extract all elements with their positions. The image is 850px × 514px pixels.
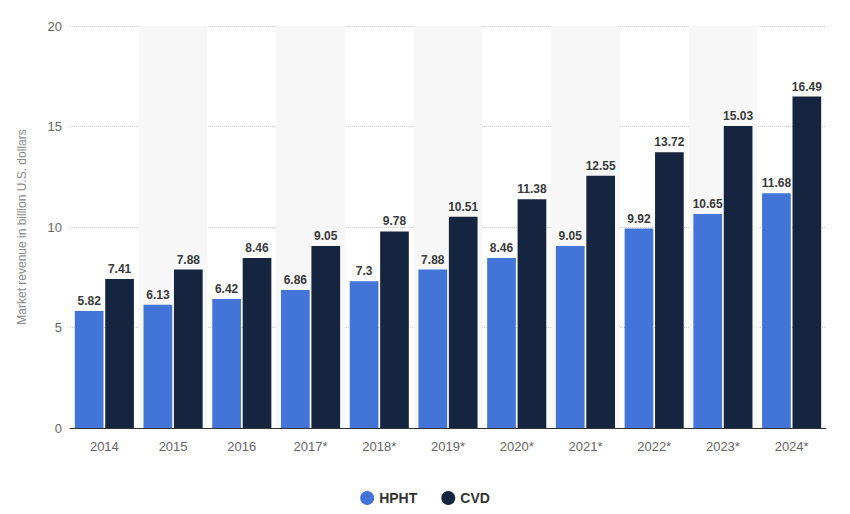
svg-text:8.46: 8.46 xyxy=(490,241,514,255)
svg-text:15: 15 xyxy=(48,119,62,134)
svg-text:15.03: 15.03 xyxy=(723,109,753,123)
svg-text:9.05: 9.05 xyxy=(314,229,338,243)
svg-text:5: 5 xyxy=(55,320,62,335)
svg-text:2014: 2014 xyxy=(90,439,119,454)
svg-text:20: 20 xyxy=(48,19,62,34)
svg-text:11.38: 11.38 xyxy=(517,182,547,196)
svg-text:9.05: 9.05 xyxy=(559,229,583,243)
svg-text:2015: 2015 xyxy=(159,439,188,454)
svg-text:2024*: 2024* xyxy=(775,439,809,454)
svg-text:6.86: 6.86 xyxy=(284,273,308,287)
svg-text:7.88: 7.88 xyxy=(177,253,201,267)
svg-text:7.88: 7.88 xyxy=(421,253,445,267)
svg-text:13.72: 13.72 xyxy=(654,135,684,149)
svg-text:10.51: 10.51 xyxy=(448,200,478,214)
svg-text:2016: 2016 xyxy=(227,439,256,454)
svg-text:7.41: 7.41 xyxy=(108,262,132,276)
svg-text:9.78: 9.78 xyxy=(383,214,407,228)
svg-text:2021*: 2021* xyxy=(568,439,602,454)
svg-text:11.68: 11.68 xyxy=(762,176,792,190)
svg-text:9.92: 9.92 xyxy=(627,212,651,226)
svg-text:0: 0 xyxy=(55,421,62,436)
svg-text:2017*: 2017* xyxy=(294,439,328,454)
svg-text:HPHT: HPHT xyxy=(379,490,418,506)
svg-text:10: 10 xyxy=(48,220,62,235)
svg-text:6.42: 6.42 xyxy=(215,282,239,296)
svg-text:7.3: 7.3 xyxy=(356,264,373,278)
svg-text:8.46: 8.46 xyxy=(245,241,269,255)
svg-text:2022*: 2022* xyxy=(637,439,671,454)
svg-text:12.55: 12.55 xyxy=(586,159,616,173)
svg-text:16.49: 16.49 xyxy=(792,80,822,94)
svg-text:CVD: CVD xyxy=(460,490,490,506)
svg-text:6.13: 6.13 xyxy=(146,288,170,302)
svg-text:5.82: 5.82 xyxy=(77,294,101,308)
svg-text:Market revenue in billion U.S.: Market revenue in billion U.S. dollars xyxy=(15,129,29,324)
svg-text:2023*: 2023* xyxy=(706,439,740,454)
svg-text:2019*: 2019* xyxy=(431,439,465,454)
svg-text:2018*: 2018* xyxy=(362,439,396,454)
svg-text:2020*: 2020* xyxy=(500,439,534,454)
svg-text:10.65: 10.65 xyxy=(693,197,723,211)
